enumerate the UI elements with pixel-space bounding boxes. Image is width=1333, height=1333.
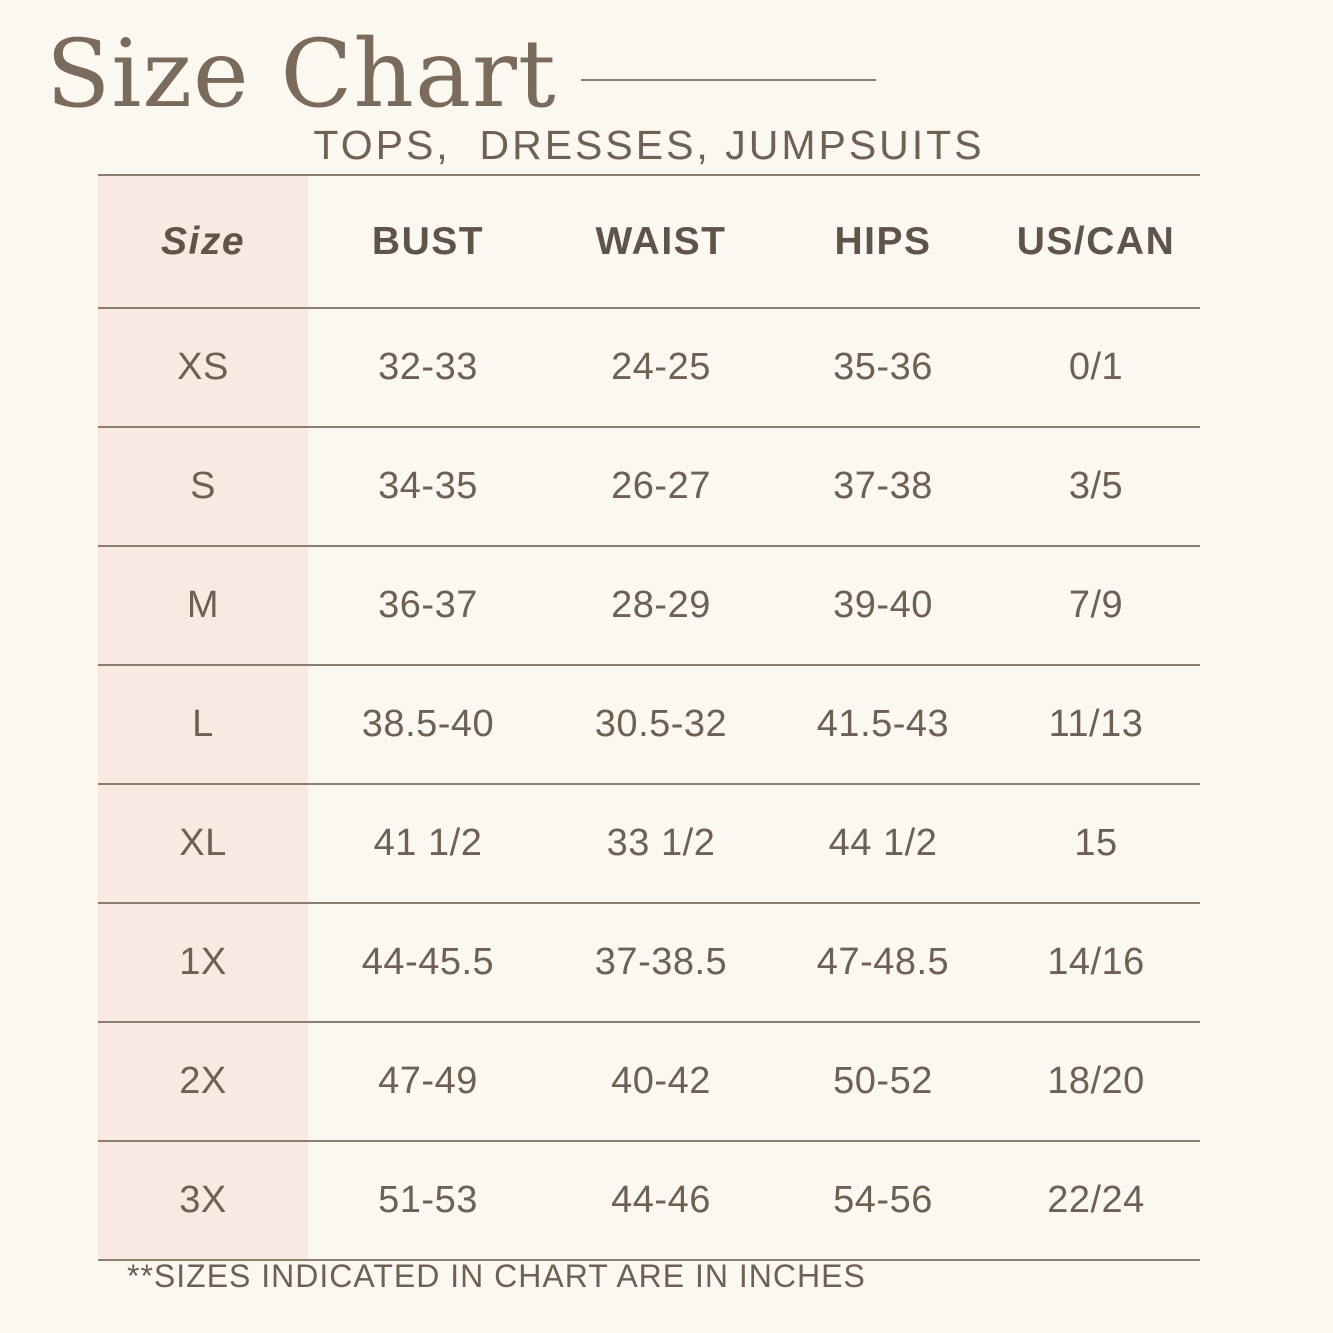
cell-hips: 44 1/2 <box>828 822 938 864</box>
cell-size: XL <box>98 784 308 903</box>
column-header-bust: BUST <box>371 219 485 263</box>
cell-size: L <box>98 665 308 784</box>
cell-bust: 47-49 <box>378 1060 478 1102</box>
cell-waist: 30.5-32 <box>594 703 728 745</box>
cell-waist: 24-25 <box>611 346 711 388</box>
size-table: Size BUST WAIST HIPS US/CAN XS 32-33 24-… <box>98 174 1200 1261</box>
cell-uscan: 14/16 <box>1047 941 1145 983</box>
header-row: Size BUST WAIST HIPS US/CAN <box>98 175 1200 308</box>
cell-bust: 51-53 <box>378 1179 478 1221</box>
table-row-m: M 36-37 28-29 39-40 7/9 <box>98 546 1200 665</box>
column-header-waist: WAIST <box>595 219 727 263</box>
cell-size: 1X <box>98 903 308 1022</box>
cell-waist: 44-46 <box>611 1179 711 1221</box>
cell-uscan: 3/5 <box>1068 465 1124 507</box>
cell-hips: 41.5-43 <box>816 703 950 745</box>
cell-bust: 44-45.5 <box>361 941 495 983</box>
footnote: **SIZES INDICATED IN CHART ARE IN INCHES <box>127 1258 866 1294</box>
table-row-xl: XL 41 1/2 33 1/2 44 1/2 15 <box>98 784 1200 903</box>
cell-uscan: 7/9 <box>1068 584 1124 626</box>
title-rule-line <box>580 79 876 81</box>
cell-size: S <box>98 427 308 546</box>
cell-waist: 37-38.5 <box>594 941 728 983</box>
cell-size: M <box>98 546 308 665</box>
table-row-3x: 3X 51-53 44-46 54-56 22/24 <box>98 1141 1200 1260</box>
cell-bust: 41 1/2 <box>373 822 483 864</box>
table-row-1x: 1X 44-45.5 37-38.5 47-48.5 14/16 <box>98 903 1200 1022</box>
cell-size: 3X <box>98 1141 308 1260</box>
cell-hips: 35-36 <box>833 346 933 388</box>
page-title: Size Chart <box>46 20 557 130</box>
cell-size: 2X <box>98 1022 308 1141</box>
table-row-l: L 38.5-40 30.5-32 41.5-43 11/13 <box>98 665 1200 784</box>
cell-waist: 26-27 <box>611 465 711 507</box>
column-header-size: Size <box>98 175 308 308</box>
cell-hips: 47-48.5 <box>816 941 950 983</box>
cell-uscan: 18/20 <box>1047 1060 1145 1102</box>
title-row: Size Chart <box>46 10 876 140</box>
table-row-2x: 2X 47-49 40-42 50-52 18/20 <box>98 1022 1200 1141</box>
cell-bust: 32-33 <box>378 346 478 388</box>
column-header-uscan: US/CAN <box>1016 219 1176 263</box>
cell-hips: 37-38 <box>833 465 933 507</box>
table-row-xs: XS 32-33 24-25 35-36 0/1 <box>98 308 1200 427</box>
cell-bust: 38.5-40 <box>361 703 495 745</box>
cell-waist: 33 1/2 <box>606 822 716 864</box>
cell-hips: 50-52 <box>833 1060 933 1102</box>
category-subtitle: TOPS, DRESSES, JUMPSUITS <box>313 122 985 168</box>
cell-bust: 36-37 <box>378 584 478 626</box>
column-header-hips: HIPS <box>834 219 932 263</box>
cell-uscan: 22/24 <box>1047 1179 1145 1221</box>
cell-waist: 40-42 <box>611 1060 711 1102</box>
cell-waist: 28-29 <box>611 584 711 626</box>
cell-uscan: 0/1 <box>1068 346 1124 388</box>
cell-size: XS <box>98 308 308 427</box>
cell-bust: 34-35 <box>378 465 478 507</box>
table-row-s: S 34-35 26-27 37-38 3/5 <box>98 427 1200 546</box>
cell-hips: 54-56 <box>833 1179 933 1221</box>
cell-uscan: 15 <box>1074 822 1118 864</box>
cell-hips: 39-40 <box>833 584 933 626</box>
cell-uscan: 11/13 <box>1048 703 1144 745</box>
